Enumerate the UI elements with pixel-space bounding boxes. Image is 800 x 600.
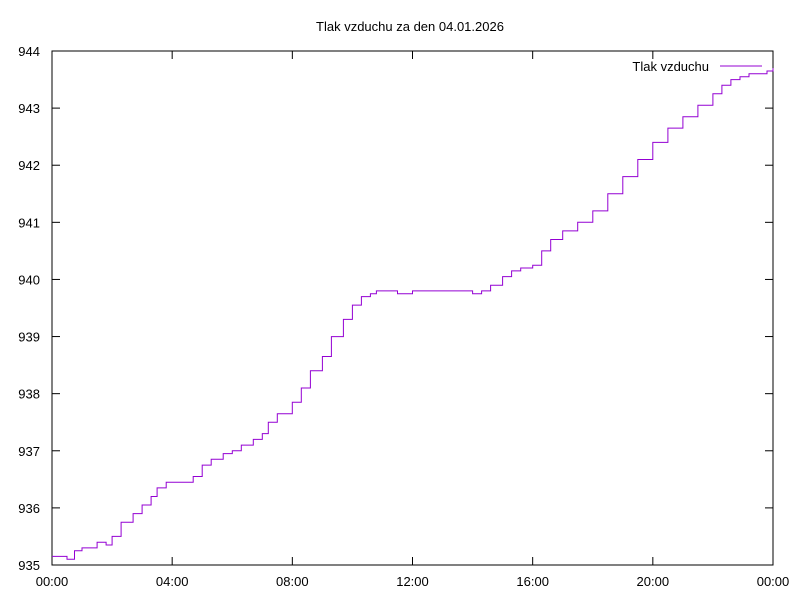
x-axis: 00:00 04:00 08:00 12:00 16:00 20:00 00:00 bbox=[36, 51, 790, 589]
y-tick-label: 943 bbox=[18, 101, 40, 116]
series-layer bbox=[52, 68, 774, 560]
y-tick-label: 939 bbox=[18, 330, 40, 345]
y-tick-label: 935 bbox=[18, 558, 40, 573]
x-tick-label: 16:00 bbox=[516, 574, 549, 589]
y-tick-label: 942 bbox=[18, 158, 40, 173]
x-tick-label: 20:00 bbox=[637, 574, 670, 589]
legend-label: Tlak vzduchu bbox=[632, 59, 709, 74]
y-tick-label: 944 bbox=[18, 44, 40, 59]
x-tick-label: 08:00 bbox=[276, 574, 309, 589]
x-tick-label: 12:00 bbox=[396, 574, 429, 589]
y-tick-label: 941 bbox=[18, 215, 40, 230]
chart-title: Tlak vzduchu za den 04.01.2026 bbox=[316, 19, 504, 34]
x-tick-label: 00:00 bbox=[757, 574, 790, 589]
y-tick-label: 937 bbox=[18, 444, 40, 459]
x-tick-label: 04:00 bbox=[156, 574, 189, 589]
series-line-0 bbox=[52, 68, 774, 560]
y-tick-label: 938 bbox=[18, 387, 40, 402]
y-axis: 935 936 937 938 939 940 941 942 943 944 bbox=[18, 44, 773, 573]
y-tick-label: 936 bbox=[18, 501, 40, 516]
x-tick-label: 00:00 bbox=[36, 574, 69, 589]
y-tick-label: 940 bbox=[18, 272, 40, 287]
legend: Tlak vzduchu bbox=[632, 59, 762, 74]
